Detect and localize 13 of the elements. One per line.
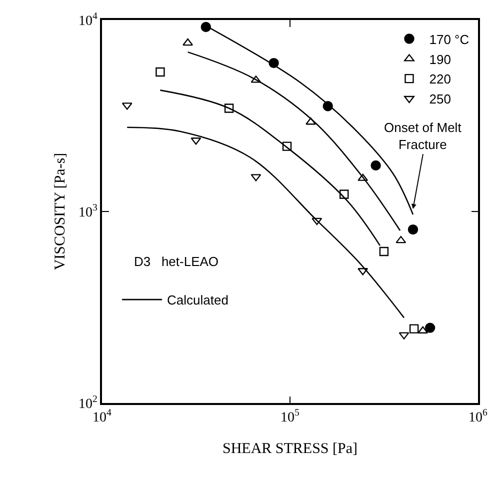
legend-label: 220 <box>429 72 451 87</box>
x-axis-title: SHEAR STRESS [Pa] <box>222 441 358 458</box>
x-tick-label: 10$^{6}$ <box>468 408 488 426</box>
legend-label: Calculated <box>167 292 228 308</box>
legend-label: 250 <box>429 92 451 107</box>
annotation: Onset of Melt Fracture <box>384 120 462 152</box>
annotation: D3 het-LEAO <box>134 254 219 269</box>
legend-label: 190 <box>429 52 451 67</box>
y-tick-label: 10$^{4}$ <box>78 11 98 29</box>
y-tick-label: 10$^{3}$ <box>78 202 98 220</box>
legend-label: 170 °C <box>429 32 470 47</box>
x-tick-label: 10$^{5}$ <box>280 408 300 426</box>
y-axis-title: VISCOSITY [Pa-s] <box>52 152 68 270</box>
